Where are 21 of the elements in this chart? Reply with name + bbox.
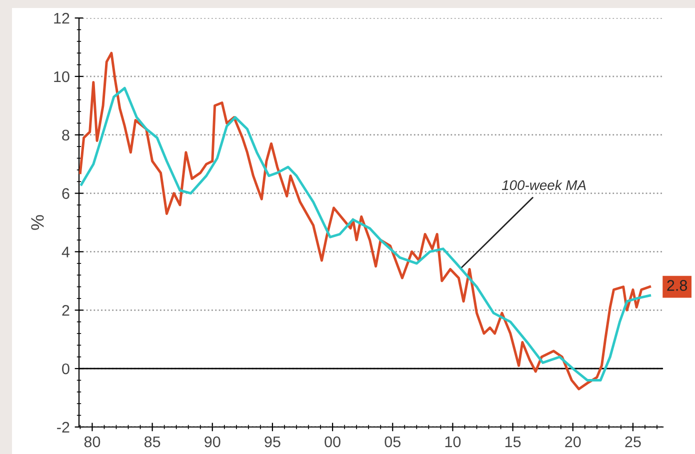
x-tick-label: 95	[264, 436, 280, 448]
data-label: 2.8	[667, 280, 688, 291]
x-tick-label: 00	[324, 436, 340, 448]
x-tick-label: 15	[505, 436, 521, 448]
x-tick-label: 05	[384, 436, 400, 448]
y-axis-title: %	[31, 215, 44, 230]
y-tick-label: 4	[62, 246, 70, 258]
x-tick-label: 80	[84, 436, 100, 448]
y-tick-label: 10	[54, 71, 70, 82]
y-tick-label: 8	[62, 130, 70, 141]
y-tick-label: 2	[62, 305, 70, 316]
x-tick-label: 20	[565, 436, 581, 448]
y-tick-label: 6	[62, 188, 70, 199]
x-tick-label: 85	[144, 436, 160, 448]
y-tick-label: 0	[62, 363, 70, 374]
annotation: 100-week MA	[502, 180, 586, 190]
y-tick-label: -2	[57, 422, 70, 433]
x-tick-label: 90	[204, 436, 220, 448]
x-tick-label: 25	[625, 436, 641, 448]
x-tick-label: 10	[445, 436, 461, 448]
y-tick-label: 12	[54, 12, 70, 24]
